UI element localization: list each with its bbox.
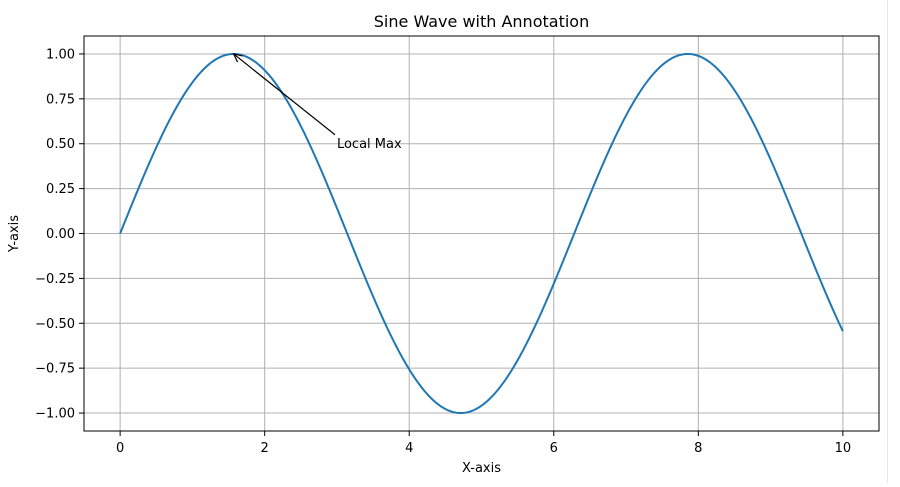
annotations: Local Max bbox=[232, 53, 402, 152]
ticks: 0 2 4 6 8 10 −1.00 −0.75 −0.50 −0.25 0.00 0.25 0.50 0… bbox=[35, 47, 851, 456]
y-tick-label: −0.50 bbox=[35, 317, 75, 332]
y-tick-label: −0.25 bbox=[35, 272, 75, 287]
annotation-label: Local Max bbox=[337, 137, 402, 152]
x-tick-label: 2 bbox=[261, 441, 269, 456]
x-tick-label: 4 bbox=[405, 441, 413, 456]
x-tick-label: 8 bbox=[694, 441, 702, 456]
sine-series-line bbox=[119, 52, 844, 415]
grid bbox=[84, 36, 879, 431]
annotation-arrowhead bbox=[232, 53, 243, 63]
y-tick-label: 0.00 bbox=[46, 227, 75, 242]
chart-title: Sine Wave with Annotation bbox=[374, 12, 589, 31]
x-tick-label: 10 bbox=[835, 441, 852, 456]
y-axis-label: Y-axis bbox=[7, 215, 22, 253]
y-tick-label: −1.00 bbox=[35, 407, 75, 422]
annotation-arrow bbox=[233, 53, 336, 136]
x-tick-label: 0 bbox=[116, 441, 124, 456]
window-edge bbox=[887, 0, 900, 483]
y-tick-label: −0.75 bbox=[35, 362, 75, 377]
series bbox=[119, 52, 844, 415]
y-tick-label: 1.00 bbox=[46, 47, 75, 62]
y-tick-label: 0.50 bbox=[46, 137, 75, 152]
x-tick-label: 6 bbox=[550, 441, 558, 456]
x-axis-label: X-axis bbox=[462, 461, 501, 476]
y-tick-label: 0.25 bbox=[46, 182, 75, 197]
y-tick-label: 0.75 bbox=[46, 92, 75, 107]
